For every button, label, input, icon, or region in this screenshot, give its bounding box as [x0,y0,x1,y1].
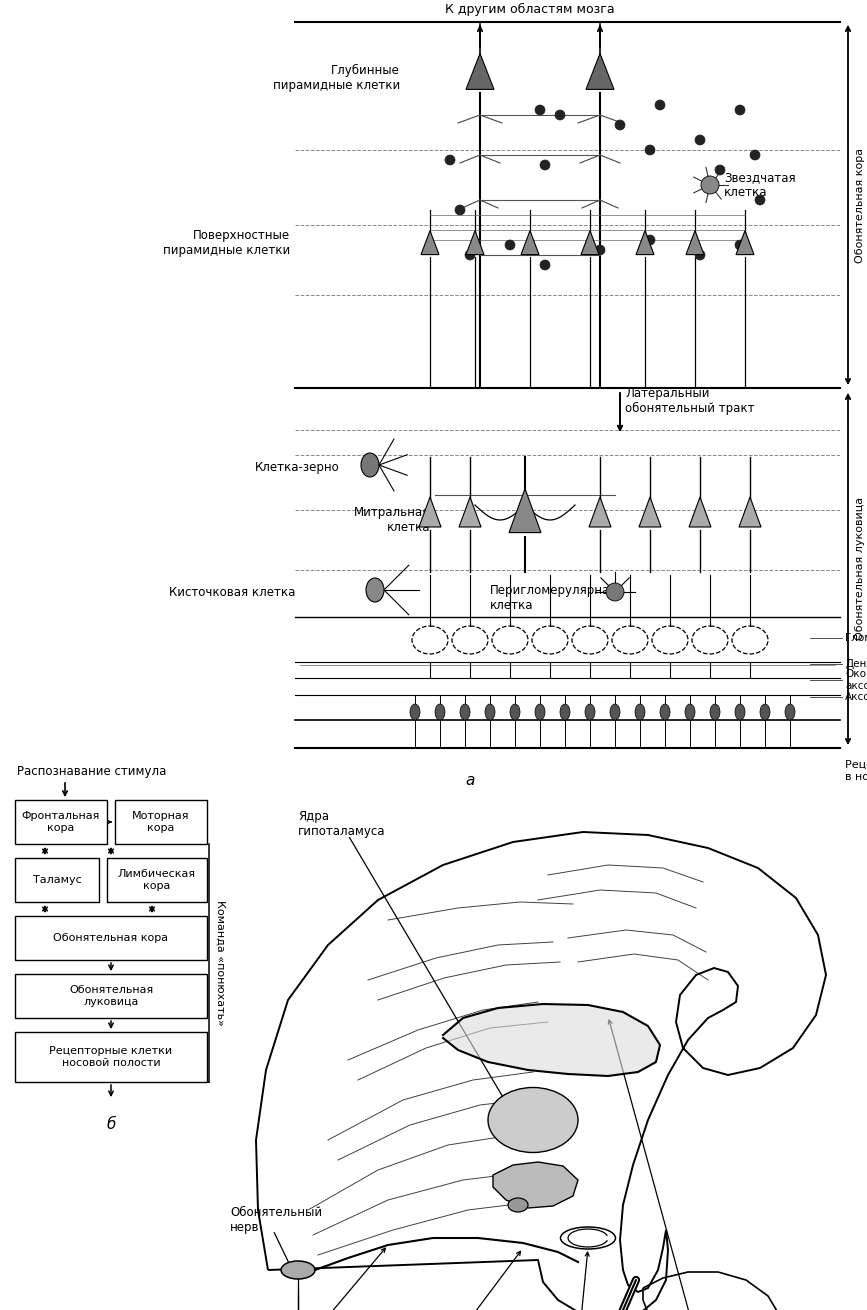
Circle shape [606,583,624,601]
Circle shape [540,160,550,170]
Polygon shape [443,1003,660,1076]
Ellipse shape [510,703,520,720]
FancyBboxPatch shape [107,858,207,903]
Text: Таламус: Таламус [33,875,81,886]
Circle shape [645,234,655,245]
Polygon shape [586,54,614,89]
Text: Рецепторные клетки
в носовой полости: Рецепторные клетки в носовой полости [845,760,867,782]
Ellipse shape [460,703,470,720]
Polygon shape [521,231,539,254]
Text: Поверхностные
пирамидные клетки: Поверхностные пирамидные клетки [163,229,290,257]
Text: Обонятельная кора: Обонятельная кора [855,148,865,262]
Circle shape [695,135,705,145]
Text: Перигломерулярная
клетка: Перигломерулярная клетка [490,584,617,612]
Ellipse shape [361,453,379,477]
Text: Окончание
аксона: Окончание аксона [845,669,867,690]
Circle shape [540,259,550,270]
Text: Обонятельная
луковица: Обонятельная луковица [68,985,153,1007]
Circle shape [715,165,725,176]
Circle shape [750,151,760,160]
Polygon shape [466,54,494,89]
Polygon shape [739,496,761,527]
Ellipse shape [281,1262,315,1279]
Ellipse shape [488,1087,578,1153]
Circle shape [595,245,605,255]
Text: Рецепторные клетки
носовой полости: Рецепторные клетки носовой полости [49,1047,173,1068]
FancyBboxPatch shape [15,800,107,844]
Text: Распознавание стимула: Распознавание стимула [17,765,166,778]
Polygon shape [419,496,441,527]
Text: Ядра
гипоталамуса: Ядра гипоталамуса [298,810,386,838]
Text: Обонятельный
нерв: Обонятельный нерв [230,1207,323,1234]
Circle shape [645,145,655,155]
Polygon shape [589,496,611,527]
Text: б: б [107,1117,115,1132]
Ellipse shape [685,703,695,720]
Text: Дендрит: Дендрит [845,659,867,669]
Ellipse shape [710,703,720,720]
Ellipse shape [485,703,495,720]
Text: Кисточковая клетка: Кисточковая клетка [168,586,295,599]
Ellipse shape [610,703,620,720]
Text: Лимбическая
кора: Лимбическая кора [118,870,196,891]
Ellipse shape [535,703,545,720]
Text: Глубинные
пирамидные клетки: Глубинные пирамидные клетки [273,64,400,92]
FancyBboxPatch shape [15,975,207,1018]
Ellipse shape [635,703,645,720]
Circle shape [655,100,665,110]
Circle shape [735,240,745,250]
Circle shape [701,176,719,194]
Circle shape [735,105,745,115]
Circle shape [555,110,565,121]
Text: Латеральный
обонятельный тракт: Латеральный обонятельный тракт [625,386,754,415]
Polygon shape [636,231,654,254]
Circle shape [455,204,465,215]
Circle shape [535,105,545,115]
Polygon shape [581,231,599,254]
FancyBboxPatch shape [15,858,99,903]
Ellipse shape [435,703,445,720]
FancyBboxPatch shape [15,916,207,960]
Polygon shape [509,489,541,533]
Text: Команда «понюхать»: Команда «понюхать» [215,900,225,1026]
Polygon shape [689,496,711,527]
Text: Гломерула: Гломерула [845,633,867,643]
Text: Обонятельная кора: Обонятельная кора [54,933,168,943]
Circle shape [695,250,705,259]
Polygon shape [639,496,661,527]
Ellipse shape [760,703,770,720]
Text: Обонятельная луковица: Обонятельная луковица [855,496,865,639]
Circle shape [505,240,515,250]
Polygon shape [421,231,439,254]
Polygon shape [459,496,481,527]
Ellipse shape [508,1199,528,1212]
Text: а: а [466,773,475,789]
Polygon shape [493,1162,578,1208]
Circle shape [755,195,765,204]
Ellipse shape [560,703,570,720]
Polygon shape [736,231,754,254]
Circle shape [615,121,625,130]
Text: Звездчатая
клетка: Звездчатая клетка [724,172,796,199]
Text: К другим областям мозга: К другим областям мозга [445,3,615,16]
Text: Клетка-зерно: Клетка-зерно [255,461,340,473]
FancyBboxPatch shape [115,800,207,844]
Text: Моторная
кора: Моторная кора [133,811,190,833]
Text: Аксон: Аксон [845,692,867,702]
Polygon shape [686,231,704,254]
Circle shape [465,250,475,259]
Ellipse shape [785,703,795,720]
Ellipse shape [366,578,384,603]
Text: Фронтальная
кора: Фронтальная кора [22,811,101,833]
Polygon shape [466,231,484,254]
Ellipse shape [660,703,670,720]
Ellipse shape [410,703,420,720]
Circle shape [445,155,455,165]
Ellipse shape [585,703,595,720]
Text: Митральная
клетка: Митральная клетка [354,506,430,534]
Ellipse shape [735,703,745,720]
FancyBboxPatch shape [15,1032,207,1082]
